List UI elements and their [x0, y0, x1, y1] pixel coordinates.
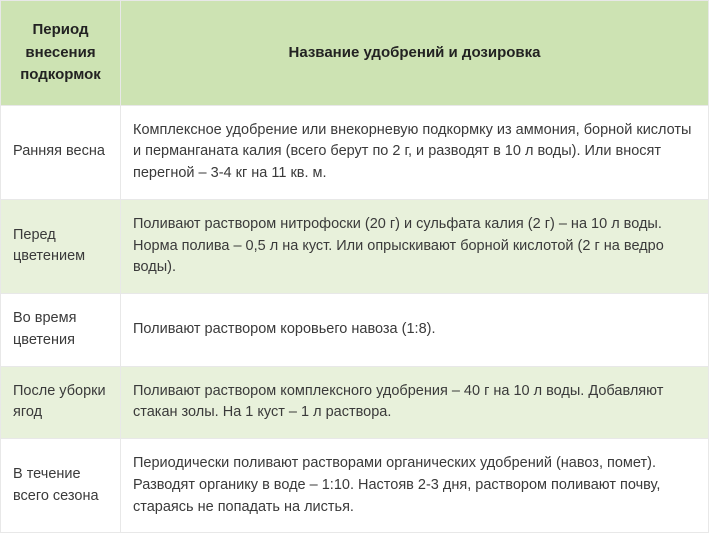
table-body: Ранняя весна Комплексное удобрение или в…	[1, 105, 709, 533]
cell-period: Ранняя весна	[1, 105, 121, 199]
fertilizer-table-container: Период внесения подкормок Название удобр…	[0, 0, 709, 533]
cell-desc: Периодически поливают растворами органич…	[121, 439, 709, 533]
table-row: После уборки ягод Поливают раствором ком…	[1, 366, 709, 439]
table-row: Во время цветения Поливают раствором кор…	[1, 294, 709, 367]
table-row: Ранняя весна Комплексное удобрение или в…	[1, 105, 709, 199]
cell-period: После уборки ягод	[1, 366, 121, 439]
table-row: В течение всего сезона Периодически поли…	[1, 439, 709, 533]
col-header-period: Период внесения подкормок	[1, 1, 121, 106]
cell-desc: Поливают раствором коровьего навоза (1:8…	[121, 294, 709, 367]
cell-period: В течение всего сезона	[1, 439, 121, 533]
cell-period: Перед цветением	[1, 199, 121, 293]
cell-period: Во время цветения	[1, 294, 121, 367]
col-header-desc: Название удобрений и дозировка	[121, 1, 709, 106]
cell-desc: Поливают раствором нитрофоски (20 г) и с…	[121, 199, 709, 293]
table-row: Перед цветением Поливают раствором нитро…	[1, 199, 709, 293]
cell-desc: Комплексное удобрение или внекорневую по…	[121, 105, 709, 199]
fertilizer-table: Период внесения подкормок Название удобр…	[0, 0, 709, 533]
cell-desc: Поливают раствором комплексного удобрени…	[121, 366, 709, 439]
table-header-row: Период внесения подкормок Название удобр…	[1, 1, 709, 106]
